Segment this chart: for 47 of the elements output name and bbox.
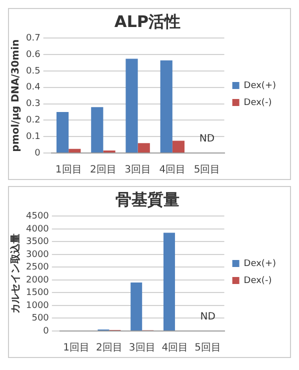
bar [56,112,69,152]
y-axis-title: カルセイン取込量 [10,234,22,314]
bar [138,143,150,152]
y-tick-label: 0.4 [26,82,41,93]
x-tick-label: 4回目 [162,342,188,354]
legend-label: Dex(-) [244,98,272,108]
y-tick-label: 0.1 [26,132,40,142]
legend-label: Dex(-) [244,276,272,286]
bar [91,107,104,152]
y-tick-label: 3000 [26,250,50,260]
y-tick-label: 0 [43,326,50,336]
legend-label: Dex(+) [244,80,276,91]
bar [172,140,185,152]
y-tick-label: 0.5 [26,66,40,76]
x-tick-label: 5回目 [194,164,220,176]
y-tick-label: 0.3 [26,99,40,110]
x-tick-label: 2回目 [90,164,116,176]
x-tick-label: 3回目 [128,342,156,354]
chart-title: 骨基質量 [116,190,180,209]
y-tick-label: 500 [32,314,50,324]
y-tick-label: 3500 [26,237,50,248]
bar [68,148,81,152]
y-tick-label: 0.2 [26,116,40,126]
chart-title: ALP活性 [114,12,181,31]
annotation: ND [200,312,216,323]
y-tick-label: 0.7 [26,34,40,44]
y-tick-label: 1000 [26,300,50,311]
x-tick-label: 2回目 [96,342,122,354]
y-tick-label: 1500 [26,288,50,298]
x-tick-label: 1回目 [55,164,82,176]
y-tick-label: 2500 [26,262,50,273]
y-axis-title: pmol/μg DNA/30min [10,39,22,152]
x-tick-label: 4回目 [159,164,186,176]
annotation: ND [199,134,215,145]
bar [163,232,175,330]
bar [160,60,172,152]
y-tick-label: 0.6 [26,50,41,60]
y-tick-label: 0 [34,148,41,158]
x-tick-label: 1回目 [63,342,90,354]
y-tick-label: 2000 [26,275,50,286]
x-tick-label: 3回目 [124,164,151,176]
y-tick-label: 4500 [26,212,50,222]
y-tick-label: 4000 [26,224,50,234]
bar [130,282,142,330]
x-tick-label: 5回目 [194,342,222,354]
bar [126,58,138,152]
legend-label: Dex(+) [244,258,276,269]
